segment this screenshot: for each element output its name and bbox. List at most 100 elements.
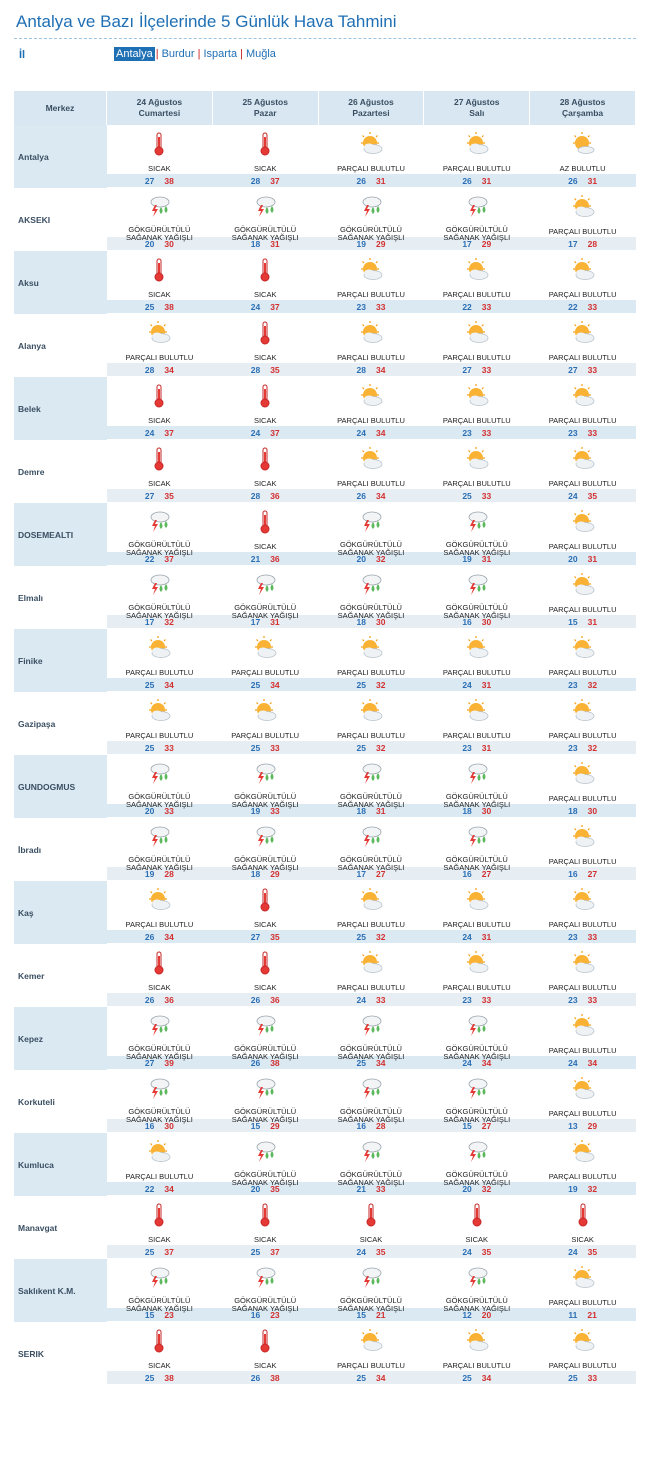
partly-cloudy-icon: [358, 1328, 384, 1354]
forecast-cell: PARÇALI BULUTLU 27 33: [423, 314, 530, 377]
temp-high: 37: [164, 1247, 174, 1257]
temperature-range: 28 37: [212, 176, 318, 186]
temperature-range: 18 29: [212, 869, 318, 879]
temp-high: 33: [270, 806, 280, 816]
province-link-isparta[interactable]: Isparta: [203, 48, 238, 60]
temperature-range: 23 33: [530, 995, 636, 1005]
temp-low: 16: [144, 1121, 155, 1131]
forecast-cell: PARÇALI BULUTLU 25 33: [212, 692, 319, 755]
city-row: Gazipaşa PARÇALI BULUTLU 25 33 PARÇALI BULUT…: [14, 692, 636, 755]
province-link-antalya[interactable]: Antalya: [114, 47, 155, 61]
temp-high: 34: [375, 428, 386, 438]
condition-label: PARÇALI BULUTLU: [442, 668, 511, 677]
temp-low: 25: [356, 932, 366, 942]
temp-low: 16: [462, 617, 472, 627]
temp-high: 32: [164, 617, 174, 627]
condition-label: GÖKGÜRÜLTÜLÜ SAĞANAK YAĞIŞLI: [337, 792, 405, 809]
temp-low: 19: [356, 239, 366, 249]
temp-high: 30: [164, 1121, 174, 1131]
temp-high: 27: [587, 869, 598, 879]
city-name: GUNDOGMUS: [14, 755, 107, 818]
temperature-range: 19 29: [318, 239, 424, 249]
temp-high: 32: [587, 743, 598, 753]
condition-label: PARÇALI BULUTLU: [125, 731, 194, 740]
city-row: GUNDOGMUS GÖKGÜRÜLTÜLÜ SAĞANAK YAĞIŞLI 20 33…: [14, 755, 636, 818]
separator: |: [197, 48, 201, 60]
temp-low: 26: [144, 932, 155, 942]
province-link-mugla[interactable]: Muğla: [245, 48, 276, 60]
thunderstorm-icon: [252, 572, 278, 598]
temp-low: 23: [462, 743, 472, 753]
temp-low: 17: [144, 617, 155, 627]
temperature-range: 27 33: [530, 365, 636, 375]
temp-high: 39: [164, 1058, 174, 1068]
condition-label: GÖKGÜRÜLTÜLÜ SAĞANAK YAĞIŞLI: [337, 855, 405, 872]
temp-low: 18: [250, 239, 261, 249]
forecast-cell: PARÇALI BULUTLU 26 31: [423, 125, 530, 188]
city-row: Demre SICAK 27 35 SICAK 28 36 PARÇALI BULUTLU 26…: [14, 440, 636, 503]
temperature-range: 25 33: [212, 743, 318, 753]
thunderstorm-icon: [146, 1076, 172, 1102]
condition-label: GÖKGÜRÜLTÜLÜ SAĞANAK YAĞIŞLI: [337, 603, 405, 620]
temp-low: 17: [462, 239, 472, 249]
forecast-cell: PARÇALI BULUTLU 26 34: [318, 440, 424, 503]
temperature-range: 27 35: [107, 491, 213, 501]
forecast-cell: PARÇALI BULUTLU 24 34: [529, 1007, 636, 1070]
temp-low: 20: [462, 1184, 472, 1194]
forecast-cell: GÖKGÜRÜLTÜLÜ SAĞANAK YAĞIŞLI 20 32: [423, 1133, 530, 1196]
temp-high: 37: [270, 428, 280, 438]
condition-label: PARÇALI BULUTLU: [442, 479, 511, 488]
temp-high: 31: [270, 239, 280, 249]
thunderstorm-icon: [146, 194, 172, 220]
partly-cloudy-icon: [570, 950, 596, 976]
temperature-range: 25 34: [318, 1058, 424, 1068]
temp-low: 25: [144, 743, 155, 753]
thunderstorm-icon: [358, 1265, 384, 1291]
thunderstorm-icon: [358, 194, 384, 220]
forecast-cell: GÖKGÜRÜLTÜLÜ SAĞANAK YAĞIŞLI 19 28: [106, 818, 213, 881]
temp-low: 24: [250, 428, 261, 438]
thunderstorm-icon: [146, 1013, 172, 1039]
partly-cloudy-icon: [570, 572, 596, 598]
thunderstorm-icon: [464, 1076, 490, 1102]
thermometer-icon: [358, 1202, 384, 1228]
forecast-cell: SICAK 24 37: [106, 377, 213, 440]
temp-low: 18: [250, 869, 261, 879]
temperature-range: 25 37: [212, 1247, 318, 1257]
thermometer-icon: [252, 1328, 278, 1354]
condition-label: GÖKGÜRÜLTÜLÜ SAĞANAK YAĞIŞLI: [443, 603, 511, 620]
temp-low: 22: [144, 1184, 155, 1194]
temp-low: 25: [144, 1373, 155, 1383]
temperature-range: 15 23: [107, 1310, 213, 1320]
city-row: İbradı GÖKGÜRÜLTÜLÜ SAĞANAK YAĞIŞLI 19 28 GÖK…: [14, 818, 636, 881]
condition-label: PARÇALI BULUTLU: [548, 605, 617, 614]
day-header: 28 Ağustos Çarşamba: [529, 91, 636, 125]
temp-high: 31: [270, 617, 280, 627]
city-row: Kaş PARÇALI BULUTLU 26 34 SICAK 27 35 PARÇALI B…: [14, 881, 636, 944]
temp-high: 32: [375, 680, 386, 690]
condition-label: SICAK: [148, 983, 171, 992]
condition-label: PARÇALI BULUTLU: [548, 290, 617, 299]
temperature-range: 27 35: [212, 932, 318, 942]
temp-high: 35: [270, 932, 280, 942]
temp-high: 36: [270, 995, 280, 1005]
temperature-range: 25 33: [107, 743, 213, 753]
province-link-burdur[interactable]: Burdur: [161, 48, 195, 60]
city-name: SERIK: [18, 1348, 44, 1359]
partly-cloudy-icon: [570, 635, 596, 661]
forecast-cell: SICAK 28 35: [212, 314, 319, 377]
partly-cloudy-icon: [570, 1076, 596, 1102]
temp-low: 11: [568, 1310, 578, 1320]
title-divider: [14, 38, 636, 39]
temp-low: 26: [356, 491, 366, 501]
thermometer-icon: [252, 509, 278, 535]
thunderstorm-icon: [464, 1265, 490, 1291]
day-header: 27 Ağustos Salı: [423, 91, 531, 125]
forecast-cell: GÖKGÜRÜLTÜLÜ SAĞANAK YAĞIŞLI 21 33: [318, 1133, 424, 1196]
temp-high: 27: [481, 1121, 492, 1131]
condition-label: GÖKGÜRÜLTÜLÜ SAĞANAK YAĞIŞLI: [125, 1044, 193, 1061]
temperature-range: 25 32: [318, 932, 424, 942]
temp-high: 27: [481, 869, 492, 879]
forecast-cell: GÖKGÜRÜLTÜLÜ SAĞANAK YAĞIŞLI 19 31: [423, 503, 530, 566]
condition-label: GÖKGÜRÜLTÜLÜ SAĞANAK YAĞIŞLI: [231, 1107, 299, 1124]
